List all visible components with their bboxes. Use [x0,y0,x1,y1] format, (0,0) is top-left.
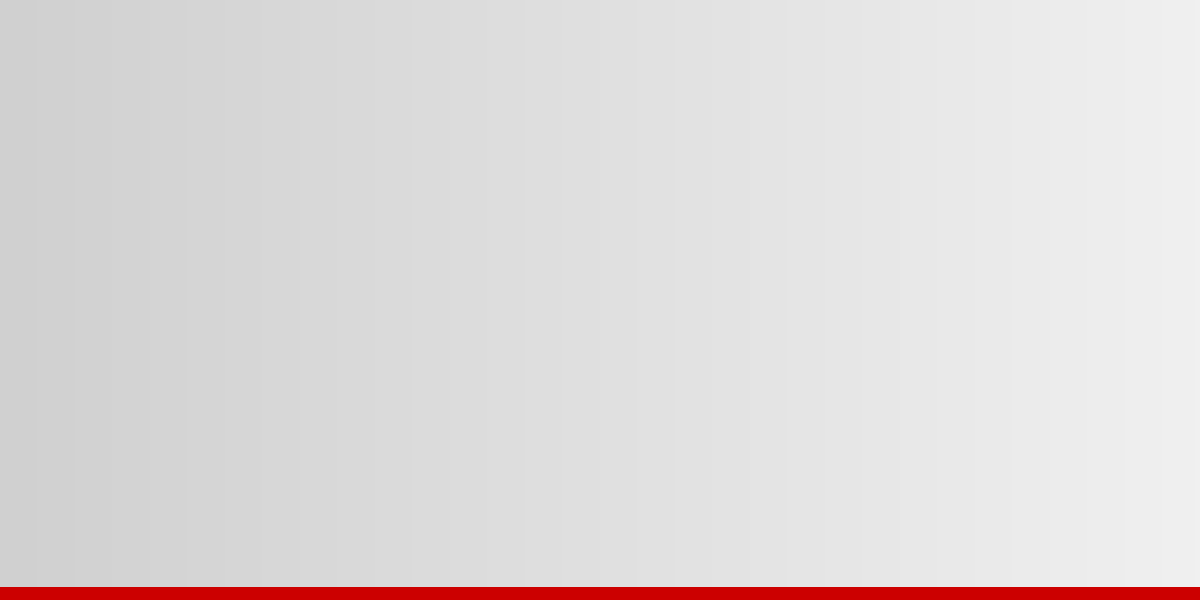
Bar [334,389,403,422]
Text: 31.6: 31.6 [137,200,175,215]
Bar [188,90,257,422]
Text: Oilfield Auxiliary Rental Equipment Market, By Regional, 2023 & 2032: Oilfield Auxiliary Rental Equipment Mark… [49,15,970,41]
Y-axis label: Market Size in USD Billion: Market Size in USD Billion [14,168,34,382]
Bar [1045,335,1115,422]
Bar [548,406,617,422]
Bar [977,361,1045,422]
Bar [832,385,900,422]
Bar [403,378,472,422]
Bar [617,393,685,422]
Bar [120,220,188,422]
Legend: 2023, 2032: 2023, 2032 [854,51,1040,69]
Bar [763,396,832,422]
